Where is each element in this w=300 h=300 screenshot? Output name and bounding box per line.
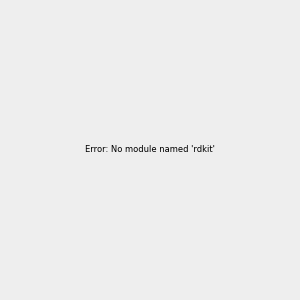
Text: Error: No module named 'rdkit': Error: No module named 'rdkit' bbox=[85, 146, 215, 154]
